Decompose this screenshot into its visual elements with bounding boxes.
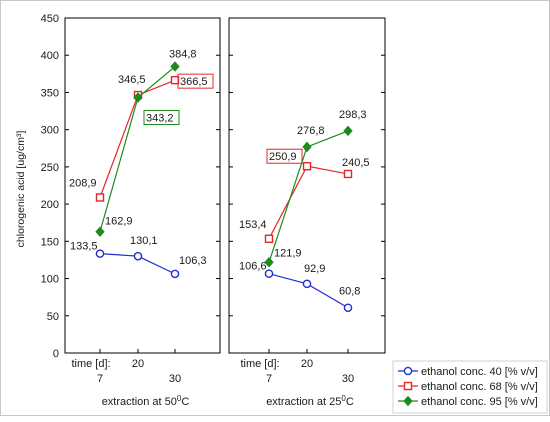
- point-s95: [170, 61, 180, 72]
- data-label: 60,8: [339, 286, 360, 298]
- point-s95: [343, 125, 353, 137]
- point-s68: [302, 162, 312, 171]
- y-tick-label: 150: [41, 236, 59, 248]
- legend-marker-s68: [403, 381, 413, 391]
- y-tick-label: 300: [41, 125, 59, 137]
- y-tick-label: 350: [41, 87, 59, 99]
- data-label-box: [177, 73, 214, 89]
- point-s95: [95, 226, 105, 237]
- legend-label: ethanol conc. 68 [% v/v]: [421, 381, 538, 393]
- data-label: 240,5: [342, 157, 370, 169]
- point-s40: [133, 251, 143, 261]
- point-s95: [133, 92, 143, 103]
- legend-marker-s95: [403, 395, 413, 407]
- panel-caption: extraction at 500C: [102, 394, 190, 408]
- point-s40: [343, 303, 353, 313]
- legend: ethanol conc. 40 [% v/v] ethanol conc. 68…: [392, 360, 548, 414]
- y-tick-label: 50: [47, 311, 59, 323]
- x-axis-title: time [d]:: [240, 358, 279, 370]
- data-label: 92,9: [304, 263, 325, 275]
- plot-frame: [228, 17, 386, 354]
- point-s40: [264, 269, 274, 278]
- plot-frame: [64, 17, 221, 354]
- point-s68: [264, 234, 274, 244]
- data-label: 130,1: [130, 235, 158, 247]
- data-label-box: [266, 148, 303, 164]
- data-label: 298,3: [339, 109, 367, 121]
- point-s40: [95, 249, 105, 258]
- data-label: 121,9: [274, 247, 302, 259]
- legend-label: ethanol conc. 95 [% v/v]: [421, 396, 538, 408]
- data-label: 208,9: [69, 177, 97, 189]
- data-label: 276,8: [297, 125, 325, 137]
- data-label: 106,6: [239, 261, 267, 273]
- x-tick-label: 30: [342, 373, 354, 385]
- x-tick-label: 30: [169, 373, 181, 385]
- data-label: 153,4: [239, 219, 267, 231]
- point-s68: [95, 193, 105, 202]
- point-s95: [264, 256, 274, 268]
- panel-1: 0 50 100 150 200 250 300 350 400 450 7 20 30 time [d]…: [41, 13, 221, 408]
- x-tick-label: 7: [97, 373, 103, 385]
- x-tick-label: 7: [266, 373, 272, 385]
- data-label: 384,8: [169, 49, 197, 61]
- data-label: 366,5: [180, 76, 208, 88]
- panel-2: 7 20 30 time [d]: extraction at 250C 106,6 92,…: [228, 17, 386, 408]
- x-axis-title: time [d]:: [71, 358, 110, 370]
- y-tick-label: 400: [41, 50, 59, 62]
- point-s68: [170, 75, 180, 85]
- y-tick-label: 100: [41, 274, 59, 286]
- series-line-s40: [268, 273, 349, 309]
- x-tick-label: 20: [132, 358, 144, 370]
- data-label: 133,5: [70, 241, 98, 253]
- data-label: 343,2: [146, 113, 174, 125]
- point-s95: [302, 141, 312, 153]
- y-tick-label: 200: [41, 199, 59, 211]
- point-s40: [170, 269, 180, 279]
- data-label-box: [143, 110, 180, 126]
- y-tick-label: 0: [53, 348, 59, 360]
- data-label: 346,5: [118, 74, 146, 86]
- y-axis-label: chlorogenic acid [ug/cm³]: [15, 131, 27, 248]
- point-s40: [302, 279, 312, 289]
- y-tick-label: 450: [41, 13, 59, 25]
- data-label: 106,3: [179, 255, 207, 267]
- panel-caption: extraction at 250C: [266, 394, 354, 408]
- x-tick-label: 20: [301, 358, 313, 370]
- legend-marker-s40: [403, 366, 413, 376]
- legend-label: ethanol conc. 40 [% v/v]: [421, 366, 538, 378]
- point-s68: [343, 169, 353, 179]
- legend-frame: [392, 360, 548, 414]
- data-label: 162,9: [105, 216, 133, 228]
- data-label: 250,9: [269, 151, 297, 163]
- y-tick-label: 250: [41, 162, 59, 174]
